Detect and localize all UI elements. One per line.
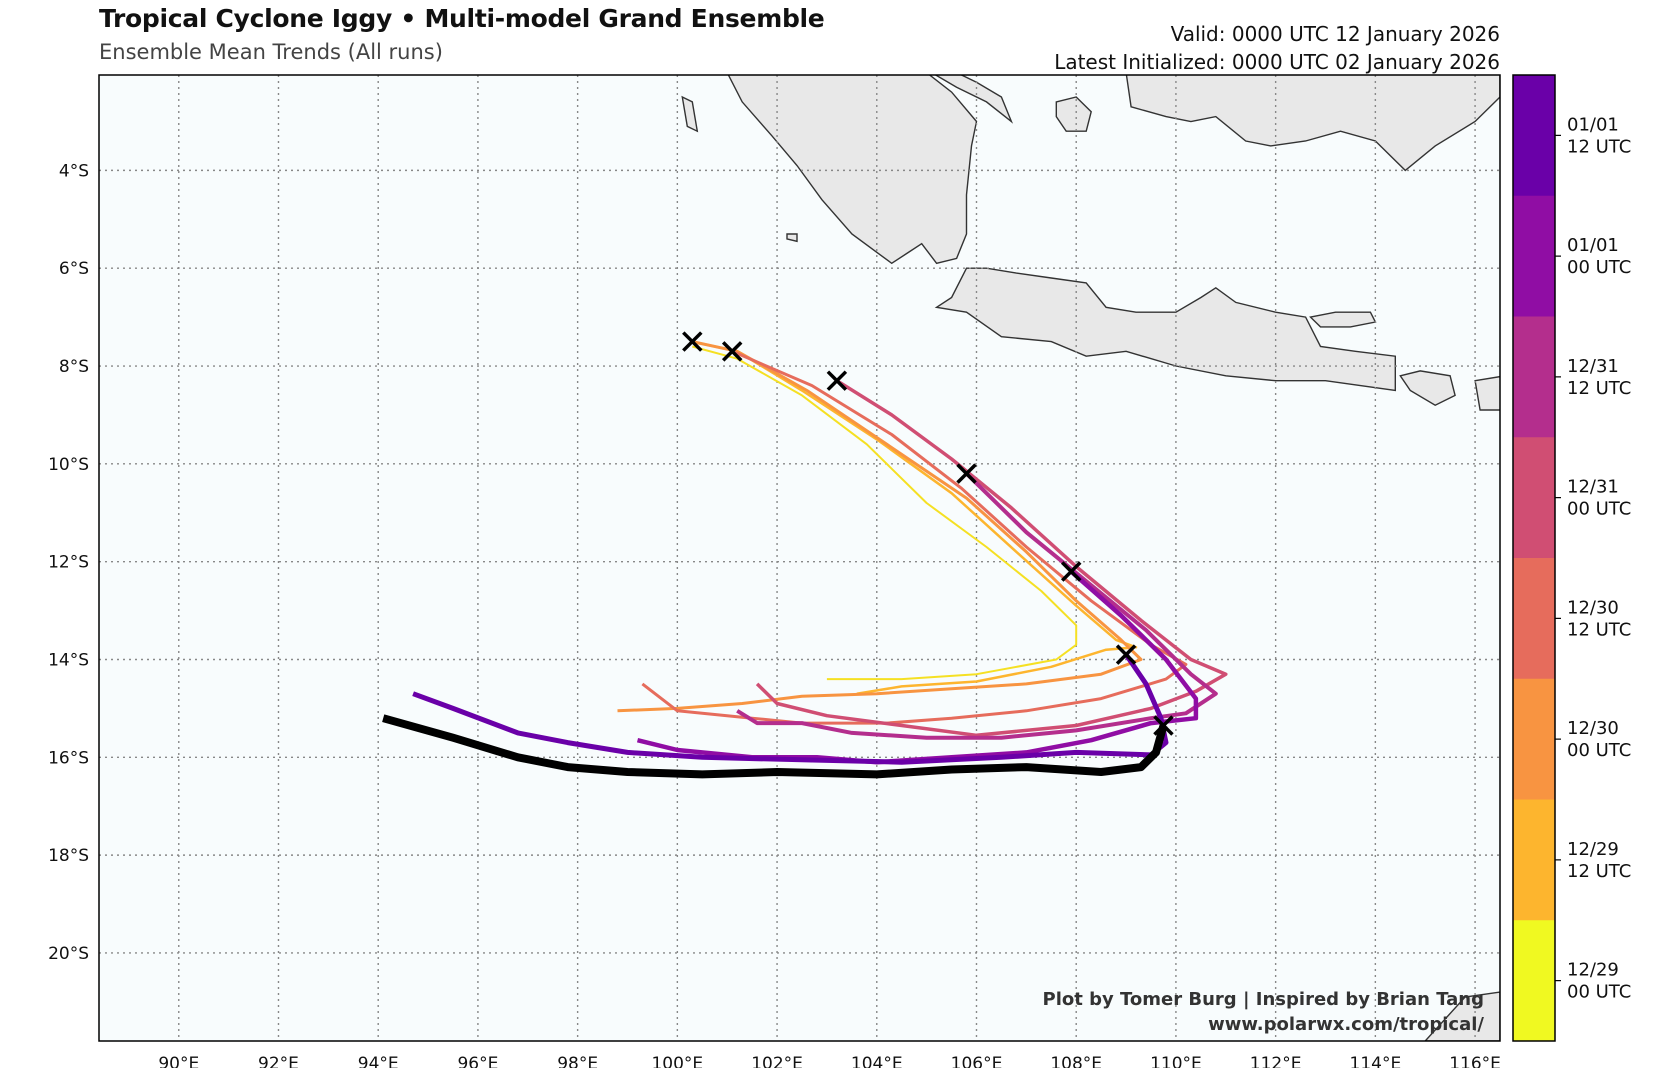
colorbar-segment: [1513, 437, 1555, 559]
x-marker-icon: [1115, 644, 1137, 665]
y-tick-label: 10°S: [48, 455, 89, 475]
colorbar-label-date: 01/01: [1567, 114, 1619, 135]
land-enggano: [786, 233, 798, 243]
y-tick-label: 14°S: [48, 650, 89, 670]
x-tick-label: 114°E: [1350, 1054, 1402, 1068]
colorbar-label-time: 00 UTC: [1567, 257, 1631, 278]
x-tick-label: 112°E: [1250, 1054, 1302, 1068]
x-tick-label: 106°E: [951, 1054, 1003, 1068]
colorbar-label-date: 01/01: [1567, 235, 1619, 256]
valid-time-block: Valid: 0000 UTC 12 January 2026 Latest I…: [1054, 20, 1500, 76]
initialized-time: Latest Initialized: 0000 UTC 02 January …: [1054, 50, 1500, 74]
colorbar-label-date: 12/31: [1567, 477, 1619, 498]
x-marker-icon: [1153, 715, 1174, 736]
colorbar-label-date: 12/29: [1567, 839, 1619, 860]
colorbar-label-time: 00 UTC: [1567, 499, 1631, 520]
x-marker-icon: [826, 370, 848, 391]
land-borneo: [1125, 75, 1500, 172]
colorbar-segment: [1513, 920, 1555, 1042]
land-belitung: [1055, 96, 1092, 132]
chart-title: Tropical Cyclone Iggy • Multi-model Gran…: [99, 4, 825, 33]
x-marker-icon: [721, 341, 743, 362]
land-bangka: [934, 75, 1014, 124]
plot-frame: [98, 74, 1501, 1042]
colorbar-label-date: 12/30: [1567, 597, 1619, 618]
x-tick-label: 92°E: [258, 1054, 299, 1068]
land-sumatra: [727, 75, 978, 265]
track-12-29-00-utc: [692, 345, 1078, 681]
x-axis-ticks: 90°E 92°E 94°E 96°E 98°E 100°E 102°E 104°E 106°E…: [158, 1054, 1501, 1068]
ocean-background: [99, 75, 1500, 1041]
colorbar-segment: [1513, 75, 1555, 197]
y-tick-label: 16°S: [48, 748, 89, 768]
colorbar-label-time: 00 UTC: [1567, 982, 1631, 1003]
track-observed: [382, 714, 1168, 779]
colorbar-segment: [1513, 799, 1555, 921]
chart-subtitle: Ensemble Mean Trends (All runs): [99, 40, 443, 64]
colorbar-label-time: 12 UTC: [1567, 861, 1631, 882]
land-layer: [681, 75, 1500, 1041]
gridlines: [99, 75, 1500, 1041]
y-tick-label: 12°S: [48, 553, 89, 573]
x-marker-icon: [1060, 561, 1082, 582]
colorbar-label-time: 12 UTC: [1567, 378, 1631, 399]
y-tick-label: 6°S: [59, 259, 89, 279]
x-tick-label: 104°E: [851, 1054, 903, 1068]
land-lombok: [1474, 375, 1500, 411]
valid-time: Valid: 0000 UTC 12 January 2026: [1170, 22, 1500, 46]
land-kangean-corner: [1424, 991, 1500, 1041]
track-12-29-12-utc: [692, 340, 1138, 695]
track-12-31-00-utc: [755, 379, 1228, 738]
land-islet-1: [681, 95, 699, 133]
x-tick-label: 98°E: [557, 1054, 598, 1068]
colorbar-frame: [1512, 74, 1556, 1042]
colorbar-label-date: 12/31: [1567, 356, 1619, 377]
y-tick-label: 20°S: [48, 944, 89, 964]
x-tick-label: 110°E: [1150, 1054, 1202, 1068]
x-tick-label: 96°E: [457, 1054, 498, 1068]
y-axis-ticks: 4°S 6°S 8°S 10°S 12°S 14°S 16°S 18°S 20°S: [48, 161, 89, 964]
colorbar-segment: [1513, 678, 1555, 800]
credit-line-2: www.polarwx.com/tropical/: [1208, 1014, 1484, 1035]
track-12-30-00-utc: [617, 340, 1143, 713]
colorbar-segment: [1513, 195, 1555, 317]
y-tick-label: 4°S: [59, 161, 89, 181]
credits: Plot by Tomer Burg | Inspired by Brian T…: [1043, 989, 1485, 1035]
y-tick-label: 18°S: [48, 846, 89, 866]
colorbar-label-date: 12/29: [1567, 960, 1619, 981]
y-tick-label: 8°S: [59, 357, 89, 377]
colorbar-segment: [1513, 558, 1555, 680]
x-tick-label: 102°E: [751, 1054, 803, 1068]
x-tick-label: 116°E: [1449, 1054, 1501, 1068]
colorbar-label-date: 12/30: [1567, 718, 1619, 739]
x-tick-label: 108°E: [1050, 1054, 1102, 1068]
colorbar-label-time: 12 UTC: [1567, 619, 1631, 640]
x-tick-label: 94°E: [358, 1054, 399, 1068]
x-tick-label: 100°E: [651, 1054, 703, 1068]
track-12-31-12-utc: [736, 472, 1218, 740]
colorbar-segment: [1513, 316, 1555, 438]
x-marker-icon: [956, 463, 977, 484]
land-java: [934, 267, 1396, 392]
initial-position-markers: [682, 331, 1174, 736]
land-bali: [1399, 370, 1456, 406]
x-marker-icon: [682, 331, 703, 352]
x-tick-label: 90°E: [158, 1054, 199, 1068]
colorbar-label-time: 12 UTC: [1567, 136, 1631, 157]
credit-line-1: Plot by Tomer Burg | Inspired by Brian T…: [1043, 989, 1484, 1010]
colorbar-label-time: 00 UTC: [1567, 740, 1631, 761]
